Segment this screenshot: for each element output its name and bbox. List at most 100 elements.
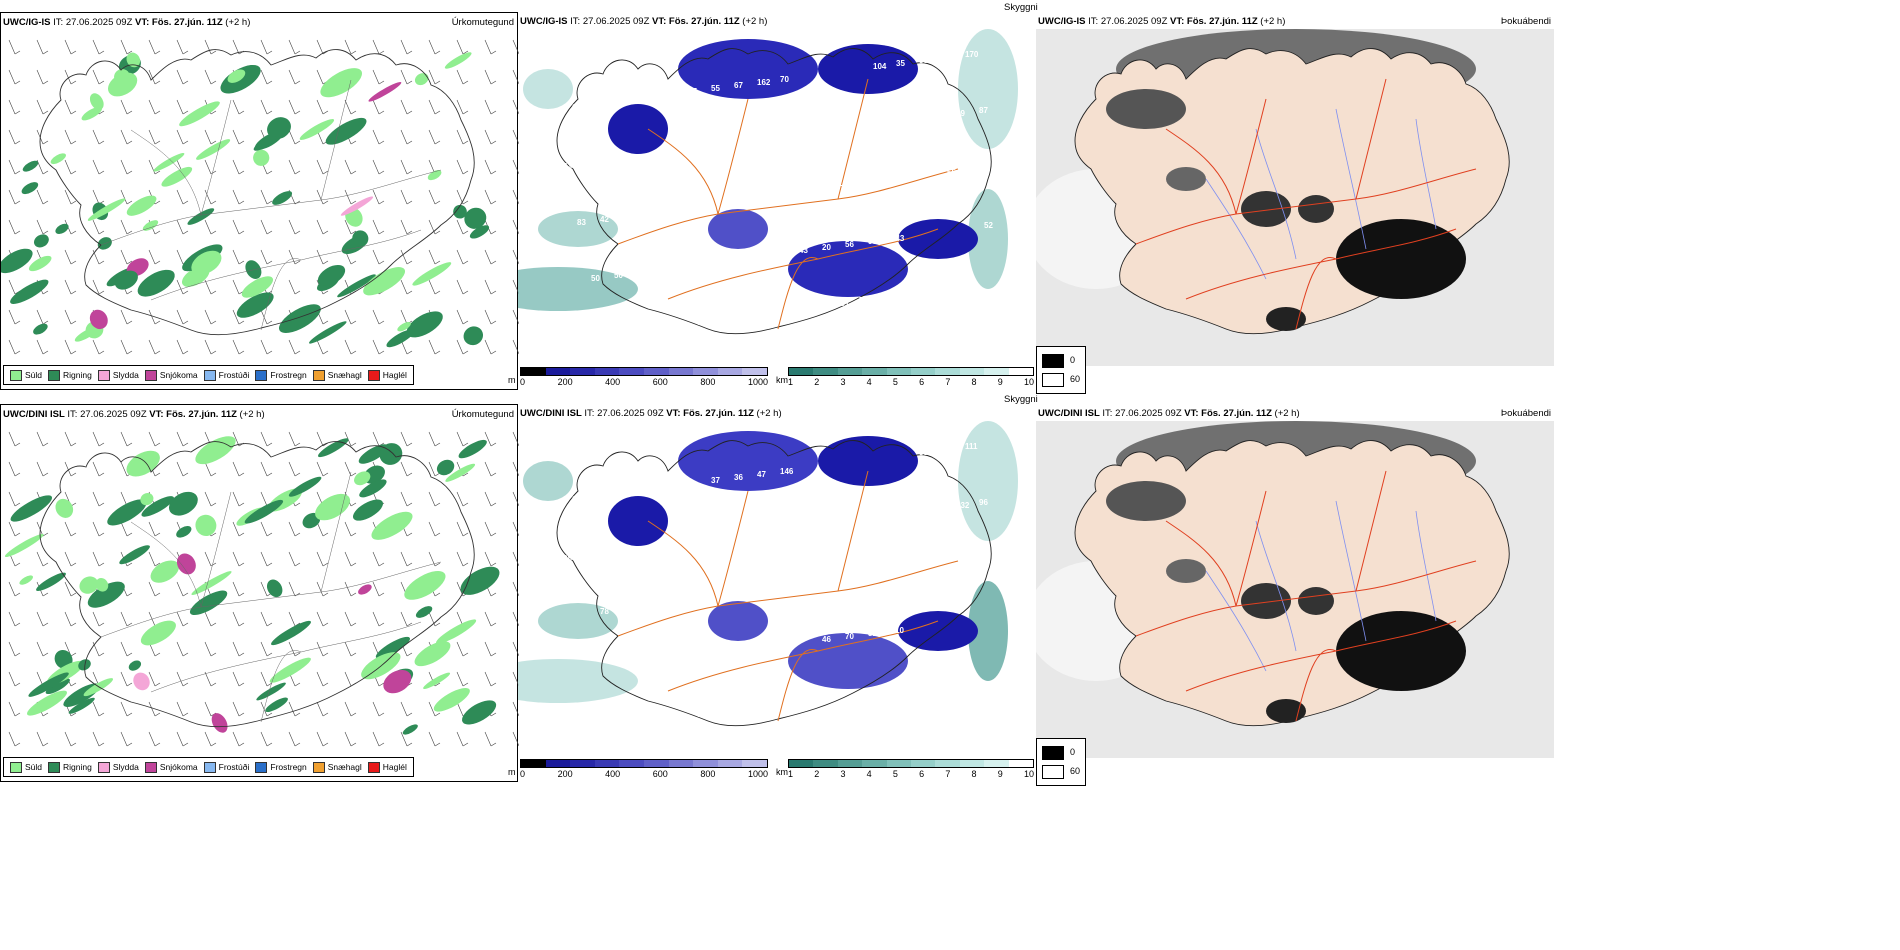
wind-barb: [512, 581, 519, 597]
precip-area: [4, 533, 44, 558]
wind-barb-flag: [490, 532, 497, 537]
wind-barb: [372, 129, 380, 145]
wind-barb: [400, 431, 408, 447]
fog-dense-area: [1166, 167, 1206, 191]
cloudbase-label: 121: [572, 103, 586, 112]
wind-barb: [8, 671, 16, 687]
fog-panel-bottom: Skyggni UWC/DINI ISL IT: 27.06.2025 09Z …: [1004, 394, 1554, 786]
precip-area: [414, 641, 451, 667]
legend-item: Frostregn: [255, 761, 307, 773]
wind-barb-flag: [406, 170, 413, 175]
precip-area: [279, 304, 321, 333]
precip-area: [191, 250, 222, 275]
wind-barb: [260, 551, 268, 567]
wind-barb-flag: [98, 502, 105, 507]
wind-barb: [232, 461, 240, 477]
wind-barb: [316, 249, 324, 265]
wind-barb-flag: [266, 622, 273, 627]
precip-area: [363, 267, 406, 296]
wind-barb: [288, 159, 296, 175]
wind-barb: [288, 129, 296, 145]
wind-barb: [400, 159, 408, 175]
precip-area: [74, 327, 98, 342]
wind-barb: [512, 189, 519, 205]
colorbar-unit: m: [508, 767, 516, 777]
low-visibility-area: [968, 189, 1008, 289]
wind-barb: [148, 159, 156, 175]
wind-barb-flag: [406, 652, 413, 657]
wind-barb: [456, 279, 464, 295]
wind-barb-flag: [210, 230, 217, 235]
wind-barb: [64, 309, 72, 325]
wind-barb: [36, 611, 44, 627]
precip-area: [45, 678, 70, 695]
wind-barb-flag: [42, 200, 49, 205]
wind-barb: [176, 69, 184, 85]
precip-area: [142, 220, 159, 231]
cloudbase-label: 81: [623, 212, 632, 221]
wind-barb-flag: [210, 472, 217, 477]
legend-item: Súld: [10, 761, 43, 773]
wind-barb-flag: [42, 320, 49, 325]
colorbar-cell: [837, 760, 863, 767]
legend-item: Snjókoma: [144, 761, 198, 773]
wind-barb-flag: [462, 742, 469, 747]
precip-area: [406, 311, 443, 338]
wind-barb: [36, 189, 44, 205]
cloudbase-label: 46: [822, 635, 831, 644]
wind-barb-flag: [154, 110, 161, 115]
wind-barb: [204, 339, 212, 355]
cloudbase-label: 59: [882, 685, 891, 694]
cloudbase-label: 112: [817, 520, 830, 529]
legend-label: Snæhagl: [327, 762, 362, 772]
wind-barb-flag: [14, 140, 21, 145]
wind-barb-flag: [14, 472, 21, 477]
legend-item: Frostúði: [203, 369, 249, 381]
wind-barb-flag: [210, 622, 217, 627]
precip-area: [337, 274, 376, 298]
legend-label: Súld: [25, 762, 43, 772]
wind-barb: [64, 39, 72, 55]
wind-barb: [484, 671, 492, 687]
colorbar-ticks: 0 200 400 600 800 1000: [520, 377, 768, 387]
wind-barb-flag: [126, 140, 133, 145]
cloudbase-label: 55: [947, 168, 956, 177]
wind-barb: [484, 551, 492, 567]
wind-barb: [120, 701, 128, 717]
wind-barb-flag: [182, 622, 189, 627]
wind-barb: [484, 189, 492, 205]
wind-barb-flag: [378, 562, 385, 567]
wind-barb: [36, 309, 44, 325]
wind-barb-flag: [322, 350, 329, 355]
cloudbase-label: 47: [651, 324, 660, 333]
wind-barb-flag: [294, 200, 301, 205]
wind-barb: [316, 159, 324, 175]
wind-barb: [232, 129, 240, 145]
wind-barb-flag: [462, 562, 469, 567]
wind-barb: [512, 309, 519, 325]
precip-area: [302, 512, 321, 529]
wind-barb: [512, 219, 519, 235]
precip-area: [89, 309, 108, 330]
wind-barb: [372, 39, 380, 55]
wind-barb-flag: [210, 170, 217, 175]
wind-barb-flag: [406, 110, 413, 115]
wind-barb: [120, 521, 128, 537]
wind-barb-flag: [210, 140, 217, 145]
wind-barb: [64, 731, 72, 747]
wind-barb: [204, 701, 212, 717]
wind-barb: [316, 339, 324, 355]
wind-barb-flag: [182, 742, 189, 747]
cloudbase-label: 27: [688, 87, 697, 96]
precip-area: [87, 198, 126, 221]
cloudbase-label: 146: [780, 467, 794, 476]
wind-barb-flag: [210, 110, 217, 115]
wind-barb: [456, 309, 464, 325]
low-cloud-area: [898, 219, 978, 259]
wind-barb: [148, 581, 156, 597]
wind-barb-flag: [462, 110, 469, 115]
precip-area: [87, 581, 125, 608]
wind-barb: [64, 461, 72, 477]
wind-barb: [260, 431, 268, 447]
legend-label: Snjókoma: [159, 762, 198, 772]
